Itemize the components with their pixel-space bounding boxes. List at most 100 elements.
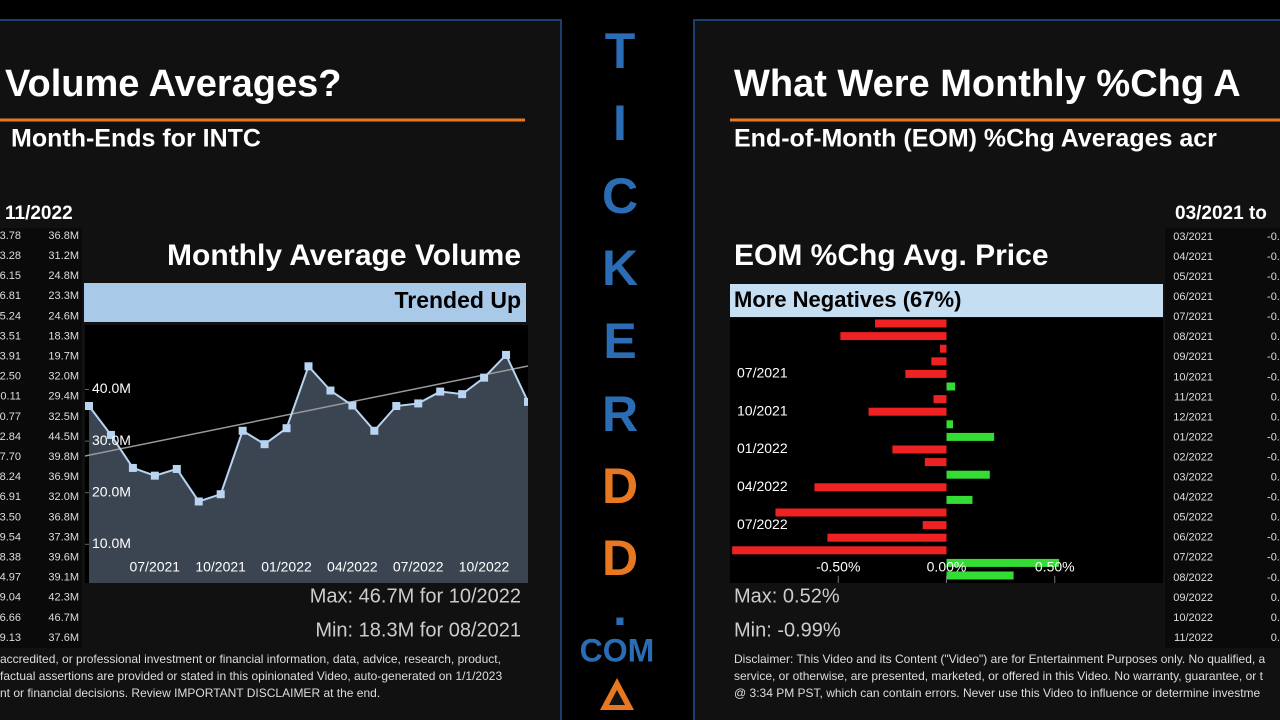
table-cell: 9.04 (0, 592, 21, 604)
table-cell: 12/2021 (1173, 411, 1213, 423)
y-tick-label: 07/2022 (737, 516, 788, 532)
marker (502, 350, 511, 359)
table-cell: 09/2021 (1173, 351, 1213, 363)
right-max: Max: 0.52% (734, 585, 840, 607)
table-cell: 42.3M (48, 592, 79, 604)
bar (827, 533, 947, 542)
brand-letter: I (613, 95, 627, 151)
table-cell: -0.0 (1267, 291, 1280, 303)
table-cell: 04/2022 (1173, 492, 1213, 504)
table-cell: 0.0 (1271, 331, 1280, 343)
left-plot-content (85, 350, 528, 583)
table-cell: 11/2021 (1174, 391, 1213, 403)
bar (892, 445, 947, 454)
table-cell: 29.4M (48, 391, 79, 403)
y-tick-label: 40.0M (92, 380, 131, 396)
x-tick-label: -0.50% (816, 559, 860, 575)
trend-line (85, 365, 528, 457)
table-cell: -0.3 (1267, 371, 1280, 383)
table-cell: 0.0 (1271, 391, 1280, 403)
table-cell: 06/2022 (1173, 532, 1213, 544)
table-cell: 6.66 (0, 612, 21, 624)
table-cell: -0.1 (1267, 552, 1280, 564)
table-cell: 19.7M (48, 351, 79, 363)
table-cell: 2.50 (0, 371, 21, 383)
table-cell: -0.4 (1267, 251, 1280, 263)
y-tick-label: 10/2021 (737, 402, 788, 418)
table-cell: 08/2021 (1173, 331, 1213, 343)
x-tick-label: 10/2021 (195, 559, 246, 575)
table-cell: 44.5M (48, 431, 79, 443)
table-cell: 9.54 (0, 531, 21, 543)
table-cell: 39.6M (48, 552, 79, 564)
right-period: 03/2021 to (1175, 203, 1267, 224)
table-cell: 3.51 (0, 330, 21, 342)
table-cell: 32.0M (48, 491, 79, 503)
brand-letter: K (602, 240, 638, 296)
bar (946, 382, 956, 391)
left-min: Min: 18.3M for 08/2021 (315, 619, 521, 641)
marker (172, 464, 181, 473)
table-cell: 36.8M (48, 511, 79, 523)
marker (348, 401, 357, 410)
table-cell: 3.91 (0, 351, 21, 363)
marker (238, 426, 247, 435)
brand-letter: R (602, 386, 638, 442)
table-cell: 04/2021 (1173, 251, 1213, 263)
bar (946, 420, 953, 429)
left-chart-title: Monthly Average Volume (167, 239, 521, 272)
table-cell: 3.28 (0, 250, 21, 262)
left-table-bg (0, 228, 82, 648)
table-cell: -0.6 (1267, 492, 1280, 504)
table-cell: 32.5M (48, 411, 79, 423)
x-tick-label: 04/2022 (327, 559, 378, 575)
marker (414, 399, 423, 408)
disclaimer: accredited, or professional investment o… (0, 652, 501, 666)
table-cell: 37.6M (48, 632, 79, 644)
table-cell: 03/2022 (1173, 472, 1213, 484)
marker (524, 397, 528, 406)
table-cell: -0.3 (1267, 231, 1280, 243)
x-tick-label: 0.00% (927, 559, 967, 575)
marker (326, 386, 335, 395)
disclaimer: service, or otherwise, are presented, ma… (734, 669, 1264, 683)
bar (946, 558, 1060, 567)
table-cell: 05/2022 (1173, 512, 1213, 524)
table-cell: 3.78 (0, 230, 21, 242)
bar (732, 546, 947, 555)
x-tick-label: 0.50% (1035, 559, 1075, 575)
left-period: 11/2022 (5, 203, 73, 224)
brand-letter: C (602, 168, 638, 224)
table-cell: 10/2022 (1173, 612, 1213, 624)
right-banner-text: More Negatives (67%) (734, 287, 961, 312)
disclaimer: @ 3:34 PM PST, which can contain errors.… (734, 686, 1261, 700)
table-cell: -0.0 (1267, 271, 1280, 283)
table-cell: 8.24 (0, 471, 21, 483)
table-cell: 39.8M (48, 451, 79, 463)
marker (260, 440, 269, 449)
right-table-bg (1165, 228, 1280, 648)
table-cell: 0.77 (0, 411, 21, 423)
table-cell: 02/2022 (1173, 451, 1213, 463)
table-cell: 6.15 (0, 270, 21, 282)
table-cell: 0.2 (1271, 472, 1280, 484)
bar (868, 407, 947, 416)
table-cell: 05/2021 (1173, 271, 1213, 283)
disclaimer: factual assertions are provided or state… (0, 669, 502, 683)
bar (946, 571, 1014, 580)
marker (194, 497, 203, 506)
table-cell: 4.97 (0, 572, 21, 584)
y-tick-label: 04/2022 (737, 478, 788, 494)
left-title: Volume Averages? (5, 63, 342, 105)
table-cell: 9.13 (0, 632, 21, 644)
right-chart-title: EOM %Chg Avg. Price (734, 239, 1049, 272)
y-tick-label: 10.0M (92, 535, 131, 551)
y-tick-label: 30.0M (92, 432, 131, 448)
table-cell: 01/2022 (1173, 431, 1213, 443)
bar (946, 495, 973, 504)
marker (128, 463, 137, 472)
bar (931, 357, 947, 366)
table-cell: 10/2021 (1173, 371, 1213, 383)
marker (370, 426, 379, 435)
